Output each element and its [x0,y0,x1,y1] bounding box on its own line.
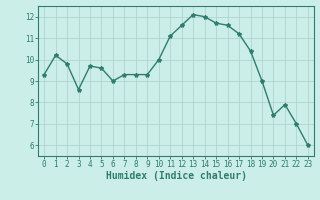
X-axis label: Humidex (Indice chaleur): Humidex (Indice chaleur) [106,171,246,181]
